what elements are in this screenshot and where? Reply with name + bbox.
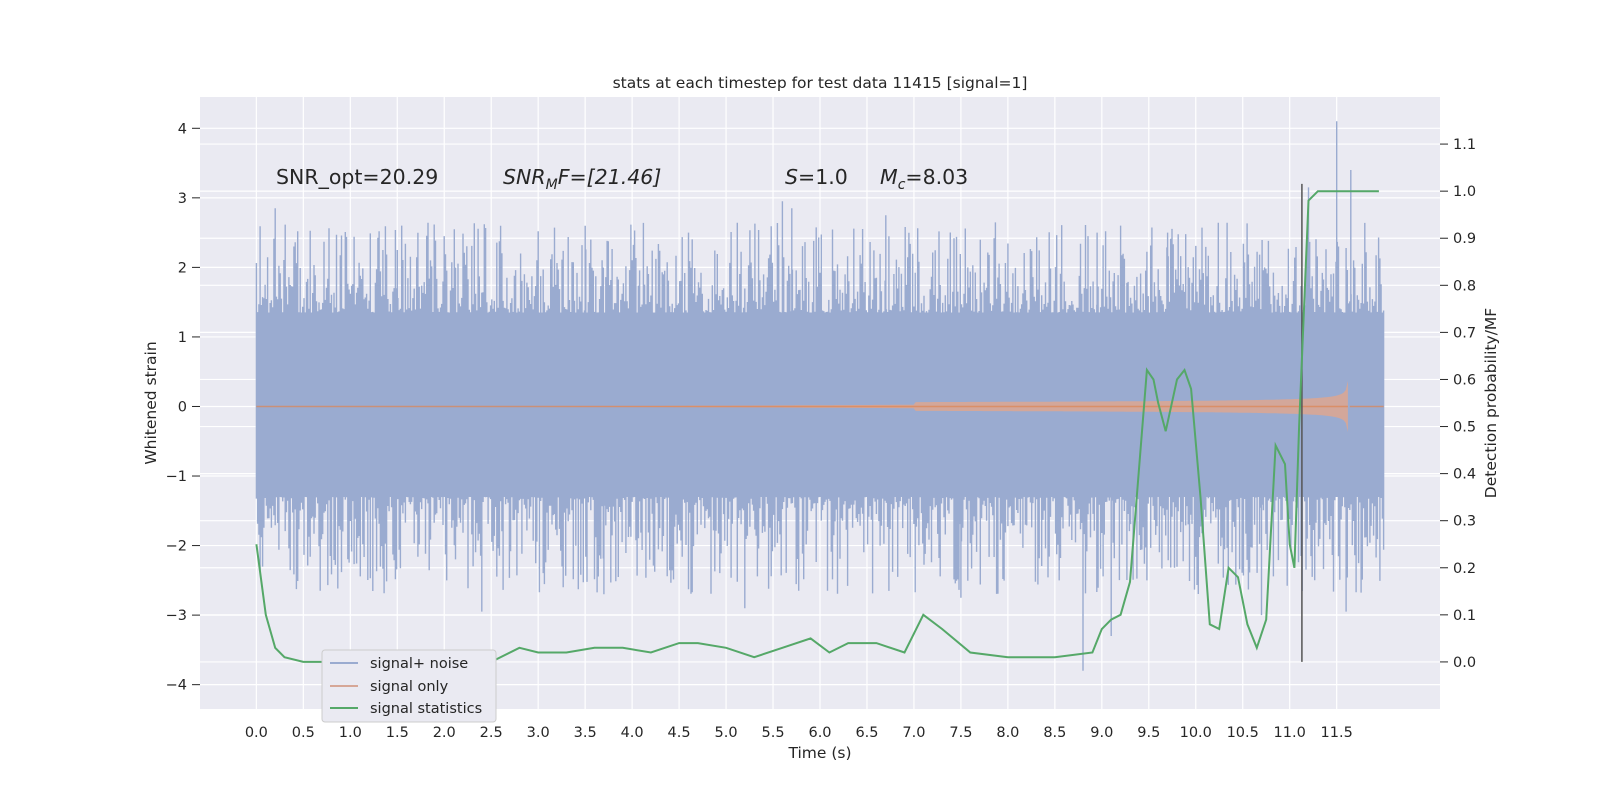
x-tick-label: 9.0 [1090,725,1113,741]
x-tick-label: 6.0 [808,725,831,741]
x-tick-label: 0.0 [245,725,268,741]
x-tick-label: 11.5 [1321,725,1353,741]
y-tick-label-left: 2 [178,260,187,276]
y-tick-label-left: 0 [178,399,187,415]
y-tick-label-right: 0.3 [1453,514,1476,530]
y-tick-label-right: 0.5 [1453,420,1476,436]
annotation-snr-mf-rest: F=[21.46] [558,165,662,189]
series-signal-statistics [255,190,1379,663]
x-axis-label: Time (s) [787,744,851,762]
y-tick-label-left: −2 [166,539,187,555]
x-tick-label: 7.0 [902,725,925,741]
y-tick-label-right: 0.1 [1453,608,1476,624]
y-tick-label-right: 0.7 [1453,325,1476,341]
y-axis-right-label: Detection probability/MF [1482,308,1500,499]
x-tick-label: 10.5 [1227,725,1259,741]
annotation-snr-mf: SNRMF=[21.46] [503,165,661,193]
x-tick-label: 5.0 [715,725,738,741]
x-tick-label: 4.5 [668,725,691,741]
y-tick-label-right: 1.0 [1453,184,1476,200]
annotation-s: S=1.0 [785,165,848,189]
y-tick-label-right: 0.0 [1453,655,1476,671]
legend-box [321,649,497,723]
legend-label-signal-statistics: signal statistics [370,701,482,717]
x-axis-ticks: 0.0 0.5 1.0 1.5 2.0 2.5 3.0 3.5 4.0 4.5 5.0 5.5 6.0 6… [245,725,1353,741]
y-tick-label-left: −1 [166,469,187,485]
x-tick-label: 1.0 [339,725,362,741]
statistics-line [255,190,1379,663]
x-tick-label: 2.5 [480,725,503,741]
x-tick-label: 1.5 [386,725,409,741]
y-tick-label-left: −3 [166,608,187,624]
annotation-s-value: =1.0 [798,165,848,189]
y-tick-label-right: 1.1 [1453,137,1476,153]
x-tick-label: 0.5 [292,725,315,741]
y-tick-label-left: −4 [166,678,187,694]
x-tick-label: 7.5 [949,725,972,741]
chart-title: stats at each timestep for test data 114… [613,74,1028,92]
y-tick-label-right: 0.2 [1453,561,1476,577]
y-tick-label-left: 4 [178,121,187,137]
x-tick-label: 8.5 [1043,725,1066,741]
y-tick-label-right: 0.6 [1453,372,1476,388]
x-tick-label: 6.5 [855,725,878,741]
legend: signal+ noise signal only signal statist… [321,649,497,723]
legend-label-signal-only: signal only [370,679,449,695]
x-tick-label: 8.0 [996,725,1019,741]
x-tick-label: 11.0 [1274,725,1306,741]
x-tick-label: 3.0 [527,725,550,741]
y-tick-label-right: 0.9 [1453,231,1476,247]
y-tick-label-left: 1 [178,330,187,346]
x-tick-label: 3.5 [574,725,597,741]
annotation-snr-mf-name: SNR [503,165,546,189]
y-axis-left-label: Whitened strain [142,341,160,464]
annotation-s-name: S [785,165,798,189]
x-tick-label: 5.5 [761,725,784,741]
x-tick-label: 9.5 [1137,725,1160,741]
x-tick-label: 4.0 [621,725,644,741]
legend-label-signal-noise: signal+ noise [370,656,468,672]
annotation-snr-mf-sub: M [546,177,558,193]
annotation-mc-sub: c [898,177,906,193]
annotation-mc-name: M [880,165,898,189]
x-tick-label: 10.0 [1180,725,1212,741]
y-tick-label-right: 0.8 [1453,278,1476,294]
annotation-mc-value: =8.03 [905,165,968,189]
series-signal-only [256,380,1384,432]
y-axis-left-ticks: 4 3 2 1 0 −1 −2 −3 −4 [166,121,200,694]
annotation-mc: Mc=8.03 [880,165,968,193]
y-tick-label-left: 3 [178,191,187,207]
y-axis-right-ticks: 1.1 1.0 0.9 0.8 0.7 0.6 0.5 0.4 0.3 0.2 0.1 0.0 [1440,137,1476,671]
y-tick-label-right: 0.4 [1453,467,1476,483]
x-tick-label: 2.0 [433,725,456,741]
annotation-snr-opt: SNR_opt=20.29 [276,165,438,190]
